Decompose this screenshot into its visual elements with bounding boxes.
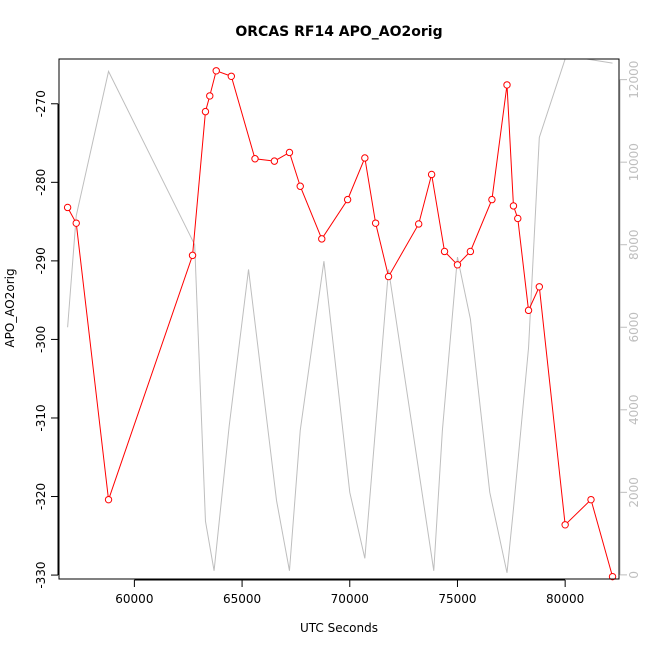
apo-point (72, 219, 80, 227)
y2-tick-label: 12000 (627, 61, 641, 99)
x-tick-label: 75000 (438, 592, 476, 606)
apo-point (285, 148, 294, 157)
apo-point (188, 251, 197, 260)
apo-point (488, 195, 496, 204)
y-axis-label: APO_AO2orig (3, 268, 17, 347)
apo-point (251, 155, 259, 163)
apo-point (427, 170, 436, 179)
x-axis-label: UTC Seconds (300, 621, 378, 635)
y2-tick-label: 0 (627, 571, 641, 579)
apo-point (384, 272, 393, 281)
series-altitude (67, 58, 613, 573)
y2-tick-label: 4000 (627, 395, 641, 426)
y2-tick-label: 10000 (627, 143, 641, 181)
apo-point (414, 220, 423, 228)
y-tick-label: -320 (34, 483, 48, 510)
apo-point (466, 247, 475, 256)
x-axis: 60000 65000 70000 75000 80000 (115, 579, 584, 606)
apo-point (514, 214, 522, 223)
apo-point (524, 306, 533, 315)
y-axis: -330 -320 -310 -300 -290 -280 -270 (34, 90, 59, 589)
y-tick-label: -280 (34, 169, 48, 196)
apo-point (535, 283, 544, 291)
apo-point (509, 202, 518, 210)
x-tick-label: 60000 (115, 592, 153, 606)
apo-point (296, 182, 304, 190)
apo-point (343, 195, 352, 204)
plot-frame (58, 58, 620, 580)
y-tick-label: -310 (34, 404, 48, 431)
apo-point (587, 495, 595, 504)
chart-title: ORCAS RF14 APO_AO2orig (235, 24, 442, 40)
apo-point (227, 72, 236, 80)
apo-point (453, 261, 462, 269)
apo-point (371, 219, 380, 227)
apo-point (440, 247, 449, 256)
series-apo (63, 67, 617, 581)
x-tick-label: 80000 (546, 592, 584, 606)
altitude-line (67, 58, 613, 573)
y-tick-label: -330 (34, 561, 48, 588)
y2-tick-label: 2000 (627, 477, 641, 508)
y2-tick-label: 8000 (627, 229, 641, 260)
x-tick-label: 70000 (331, 592, 369, 606)
apo-point (212, 67, 220, 75)
y2-tick-label: 6000 (627, 312, 641, 343)
apo-point (206, 92, 214, 100)
y-tick-label: -270 (34, 90, 48, 117)
x-tick-label: 65000 (223, 592, 261, 606)
y-tick-label: -300 (34, 326, 48, 353)
apo-point (270, 157, 279, 165)
y2-axis: 0 2000 4000 6000 8000 10000 12000 (619, 61, 641, 579)
apo-point (503, 81, 511, 89)
y-tick-label: -290 (34, 247, 48, 274)
apo-point (201, 107, 210, 116)
apo-point (104, 495, 113, 504)
apo-point (561, 521, 569, 529)
apo-point (63, 203, 72, 212)
apo-point (318, 235, 326, 243)
apo-point (608, 572, 617, 581)
apo-point (361, 154, 369, 162)
